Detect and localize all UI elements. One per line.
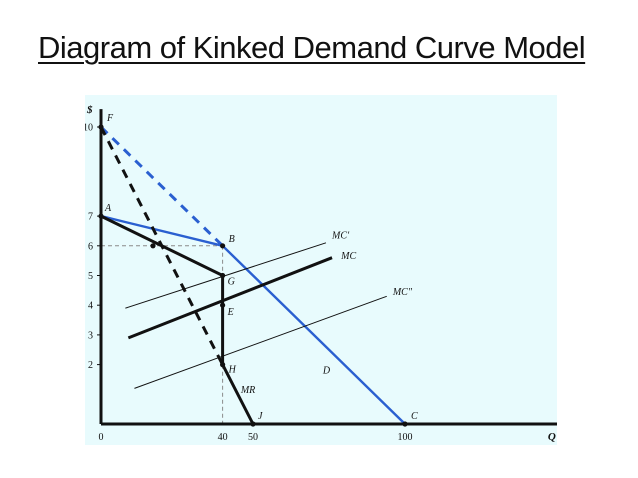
- series-MC-double-prime: [134, 295, 387, 389]
- slide-title: Diagram of Kinked Demand Curve Model: [38, 30, 586, 65]
- point-label-C: C: [411, 411, 418, 422]
- point-label-E: E: [227, 307, 234, 318]
- point-A: [98, 213, 104, 219]
- x-tick-label: 100: [398, 432, 413, 443]
- point-E: [220, 302, 226, 308]
- x-tick-label: 50: [248, 432, 258, 443]
- point-label-G: G: [228, 277, 235, 288]
- point-label-H: H: [228, 365, 237, 376]
- curve-label: MC′: [331, 230, 350, 241]
- point-F: [98, 124, 104, 130]
- y-tick-label: 5: [88, 271, 93, 282]
- y-tick-label: 6: [88, 241, 93, 252]
- x-axis-label: Q: [548, 431, 556, 443]
- y-tick-label: 10: [85, 123, 93, 134]
- series-mr-MR: [100, 214, 255, 425]
- curve-label: MR: [240, 385, 255, 396]
- chart-panel: 2 3 4 5 6 7 10 0 40 50 100 $ Q F A B G E H J C MC′ MC MC″ MR D: [85, 95, 557, 445]
- curve-label: MC: [340, 251, 356, 262]
- curve-label: D: [322, 366, 331, 377]
- point-G: [220, 272, 226, 279]
- y-tick-label: 3: [88, 330, 93, 341]
- y-tick-label: 7: [88, 212, 93, 223]
- series-MC-prime: [125, 242, 327, 309]
- point-J: [250, 421, 256, 427]
- y-tick-label: 2: [88, 360, 93, 371]
- point-H: [220, 362, 226, 368]
- point-label-F: F: [106, 113, 114, 124]
- point-label-J: J: [258, 411, 263, 422]
- curve-label: MC″: [392, 287, 413, 298]
- x-tick-label: 0: [99, 432, 104, 443]
- point-label-B: B: [229, 234, 235, 245]
- y-tick-label: 4: [88, 301, 93, 312]
- point-label-A: A: [104, 203, 112, 214]
- series-demand-upper-dashed: [99, 125, 224, 247]
- point-B: [220, 243, 226, 249]
- series-MC: [127, 256, 333, 340]
- y-axis-label: $: [86, 104, 93, 116]
- point-C: [402, 421, 408, 427]
- crossing-point: [150, 243, 156, 249]
- x-tick-label: 40: [218, 432, 228, 443]
